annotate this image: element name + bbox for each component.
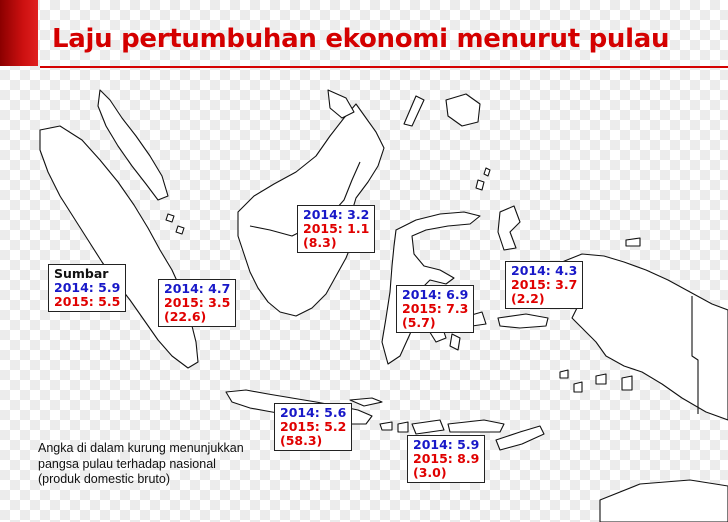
slide-title: Laju pertumbuhan ekonomi menurut pulau <box>52 24 670 54</box>
growth-2014: 2014: 3.2 <box>303 207 370 222</box>
lombok-island <box>397 421 409 433</box>
gdp-share: (5.7) <box>402 315 436 330</box>
growth-2014: 2014: 5.9 <box>54 280 121 295</box>
footnote: Angka di dalam kurung menunjukkan pangsa… <box>38 441 244 486</box>
region-box-sumatera: 2014: 4.7 2015: 3.5 (22.6) <box>158 279 237 327</box>
gdp-share: (8.3) <box>303 235 337 250</box>
sumbawa-island <box>411 419 445 435</box>
flores-island <box>447 419 505 433</box>
growth-2014: 2014: 6.9 <box>402 287 469 302</box>
header-accent-bar <box>0 0 38 66</box>
australia-coast <box>599 479 728 522</box>
south-maluku-islands <box>559 369 607 393</box>
region-box-national: Sumbar 2014: 5.9 2015: 5.5 <box>48 264 127 312</box>
aru-islands <box>621 375 633 391</box>
growth-2015: 2015: 5.5 <box>54 294 121 309</box>
growth-2015: 2015: 3.7 <box>511 277 578 292</box>
growth-2014: 2014: 4.7 <box>164 281 231 296</box>
madura-island <box>349 397 383 407</box>
region-box-maluku-papua: 2014: 4.3 2015: 3.7 (2.2) <box>505 261 584 309</box>
growth-2015: 2015: 7.3 <box>402 301 469 316</box>
bali-island <box>379 421 393 431</box>
growth-2015: 2015: 1.1 <box>303 221 370 236</box>
buton-island <box>449 333 461 351</box>
gdp-share: (3.0) <box>413 465 447 480</box>
timor-island <box>495 425 545 451</box>
growth-2015: 2015: 5.2 <box>280 419 347 434</box>
mindanao-island <box>445 93 481 127</box>
halmahera-island <box>497 205 521 251</box>
riau-islands <box>165 213 185 235</box>
papua-border <box>691 296 699 414</box>
malay-peninsula <box>97 89 169 201</box>
papua-island <box>559 253 728 421</box>
region-box-jawa: 2014: 5.6 2015: 5.2 (58.3) <box>274 403 353 451</box>
growth-2015: 2015: 8.9 <box>413 451 480 466</box>
biak-island <box>625 237 641 247</box>
region-box-sulawesi: 2014: 6.9 2015: 7.3 (5.7) <box>396 285 475 333</box>
growth-2014: 2014: 5.6 <box>280 405 347 420</box>
growth-2014: 2014: 4.3 <box>511 263 578 278</box>
growth-2014: 2014: 5.9 <box>413 437 480 452</box>
seram-island <box>497 313 549 329</box>
region-box-bali-nusa-tenggara: 2014: 5.9 2015: 8.9 (3.0) <box>407 435 486 483</box>
gdp-share: (2.2) <box>511 291 545 306</box>
gdp-share: (22.6) <box>164 309 207 324</box>
growth-2015: 2015: 3.5 <box>164 295 231 310</box>
sumatera-island <box>39 125 199 369</box>
sangihe-islands <box>475 167 491 191</box>
region-header: Sumbar <box>54 266 109 281</box>
gdp-share: (58.3) <box>280 433 323 448</box>
borneo-north-coast <box>327 89 355 119</box>
palawan-island <box>403 95 425 127</box>
title-underline <box>40 66 728 68</box>
region-box-kalimantan: 2014: 3.2 2015: 1.1 (8.3) <box>297 205 376 253</box>
